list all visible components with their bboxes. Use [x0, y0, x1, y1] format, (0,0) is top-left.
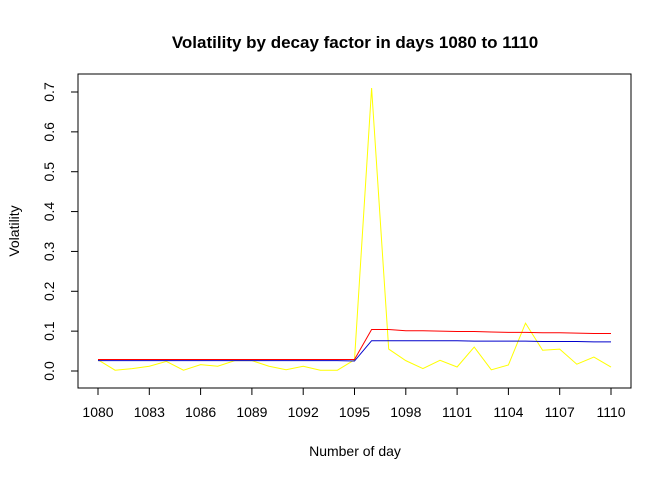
y-axis: 0.0 0.1 0.2 0.3 0.4 0.5 0.6 0.7	[41, 82, 79, 381]
series-line-3	[98, 340, 611, 362]
x-tick-label: 1089	[236, 404, 267, 420]
y-tick-label: 0.1	[41, 321, 57, 341]
x-tick-label: 1086	[185, 404, 216, 420]
y-axis-label: Volatility	[6, 205, 22, 256]
x-axis: 1080 1083 1086 1089 1092 1095 1098 1101 1104 1107…	[82, 387, 626, 420]
y-tick-label: 0.5	[41, 162, 57, 182]
y-tick-label: 0.2	[41, 281, 57, 301]
chart-title: Volatility by decay factor in days 1080 …	[172, 33, 538, 52]
x-tick-label: 1104	[493, 404, 523, 420]
y-tick-label: 0.0	[41, 361, 57, 381]
x-tick-label: 1110	[596, 404, 625, 420]
x-tick-label: 1101	[442, 404, 472, 420]
x-tick-label: 1080	[82, 404, 113, 420]
plot-box	[77, 73, 632, 389]
y-tick-label: 0.3	[41, 241, 57, 261]
series-line-1	[97, 87, 612, 371]
x-tick-label: 1083	[134, 404, 165, 420]
series-layer	[97, 87, 612, 371]
y-tick-label: 0.6	[41, 122, 57, 142]
x-tick-label: 1095	[339, 404, 370, 420]
x-tick-label: 1092	[288, 404, 319, 420]
y-tick-label: 0.7	[41, 82, 57, 102]
x-axis-label: Number of day	[309, 443, 401, 459]
x-tick-label: 1098	[390, 404, 421, 420]
x-tick-label: 1107	[545, 404, 575, 420]
y-tick-label: 0.4	[41, 202, 57, 222]
series-line-2	[98, 329, 611, 360]
